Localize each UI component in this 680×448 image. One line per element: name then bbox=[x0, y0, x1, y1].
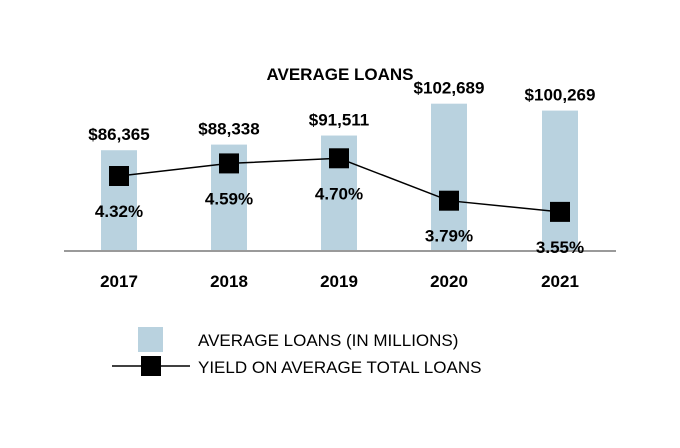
legend-line-label: YIELD ON AVERAGE TOTAL LOANS bbox=[198, 358, 481, 377]
line-value-label: 3.55% bbox=[536, 238, 584, 257]
bar bbox=[431, 103, 467, 252]
legend: AVERAGE LOANS (IN MILLIONS) YIELD ON AVE… bbox=[112, 327, 481, 377]
line-series: 4.32% 4.59% 4.70% 3.79% 3.55% bbox=[95, 148, 584, 257]
legend-bar-label: AVERAGE LOANS (IN MILLIONS) bbox=[198, 331, 458, 350]
x-axis-tick-label: 2017 bbox=[100, 272, 138, 291]
line-marker bbox=[219, 153, 239, 174]
line-marker bbox=[329, 148, 349, 169]
x-axis-tick-label: 2018 bbox=[210, 272, 248, 291]
x-axis-tick-label: 2021 bbox=[541, 272, 579, 291]
line-marker bbox=[109, 166, 129, 186]
line-marker bbox=[439, 190, 459, 211]
line-value-label: 3.79% bbox=[425, 227, 473, 246]
line-value-label: 4.59% bbox=[205, 189, 253, 208]
bar-value-label: $102,689 bbox=[414, 79, 485, 98]
chart-title: AVERAGE LOANS bbox=[266, 65, 413, 84]
legend-bar-swatch bbox=[138, 327, 163, 352]
x-axis-tick-label: 2020 bbox=[430, 272, 468, 291]
line-value-label: 4.32% bbox=[95, 202, 143, 221]
legend-line-marker bbox=[141, 356, 161, 376]
line-value-label: 4.70% bbox=[315, 184, 363, 203]
bar bbox=[101, 150, 137, 251]
bar-value-label: $86,365 bbox=[88, 125, 149, 144]
line-marker bbox=[550, 201, 570, 222]
bar-value-label: $91,511 bbox=[309, 111, 370, 130]
bar-value-label: $100,269 bbox=[525, 86, 596, 105]
x-axis-tick-labels: 2017 2018 2019 2020 2021 bbox=[100, 272, 579, 291]
x-axis-tick-label: 2019 bbox=[320, 272, 358, 291]
bar bbox=[542, 110, 578, 252]
bar-series: $86,365 $88,338 $91,511 $102,689 $100,269 bbox=[88, 79, 596, 252]
bar-value-label: $88,338 bbox=[198, 120, 259, 139]
